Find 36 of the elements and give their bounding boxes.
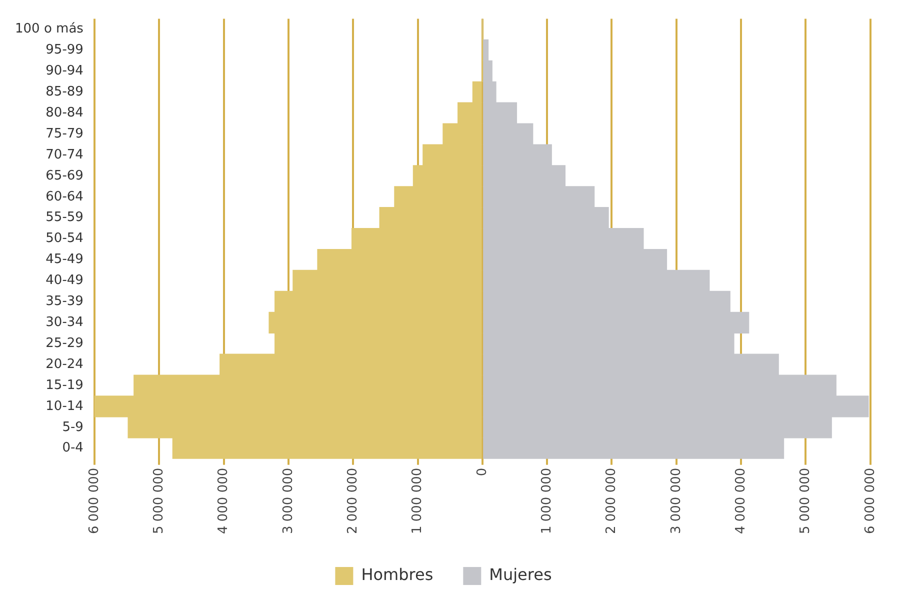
y-tick-label: 100 o más — [14, 22, 84, 37]
x-tick-label: 6 000 000 — [862, 468, 878, 534]
y-tick-label: 75-79 — [46, 126, 84, 142]
legend-label: Mujeres — [489, 565, 552, 584]
y-tick-label: 45-49 — [46, 252, 84, 268]
x-tick-label: 5 000 000 — [798, 468, 814, 534]
y-tick-label: 15-19 — [46, 378, 84, 393]
x-tick-label: 2 000 000 — [604, 468, 620, 534]
y-tick-label: 30-34 — [46, 315, 84, 330]
y-tick-label: 25-29 — [46, 336, 84, 351]
x-tick-label: 3 000 000 — [280, 468, 296, 534]
y-tick-label: 60-64 — [46, 189, 84, 204]
y-tick-label: 65-69 — [46, 168, 84, 184]
y-tick-label: 50-54 — [46, 231, 84, 246]
y-tick-label: 10-14 — [46, 398, 84, 414]
x-tick-label: 3 000 000 — [668, 468, 684, 534]
y-tick-label: 80-84 — [46, 105, 84, 120]
x-tick-label: 5 000 000 — [151, 468, 166, 534]
y-tick-label: 85-89 — [46, 84, 84, 100]
y-tick-label: 20-24 — [46, 356, 84, 372]
y-tick-label: 35-39 — [46, 294, 84, 310]
y-tick-label: 55-59 — [46, 210, 84, 226]
x-tick-label: 2 000 000 — [345, 468, 360, 534]
x-tick-label: 4 000 000 — [216, 468, 232, 534]
x-tick-label: 1 000 000 — [539, 468, 554, 534]
x-tick-label: 4 000 000 — [733, 468, 748, 534]
legend-label: Hombres — [361, 565, 434, 584]
y-tick-label: 5-9 — [62, 420, 84, 435]
y-tick-label: 95-99 — [46, 42, 84, 58]
x-tick-label: 0 — [474, 468, 490, 476]
y-tick-label: 90-94 — [46, 64, 84, 79]
y-tick-label: 70-74 — [46, 147, 84, 162]
y-tick-label: 40-49 — [46, 273, 84, 288]
y-tick-label: 0-4 — [62, 440, 84, 456]
x-tick-label: 1 000 000 — [410, 468, 426, 534]
x-tick-label: 6 000 000 — [86, 468, 102, 534]
